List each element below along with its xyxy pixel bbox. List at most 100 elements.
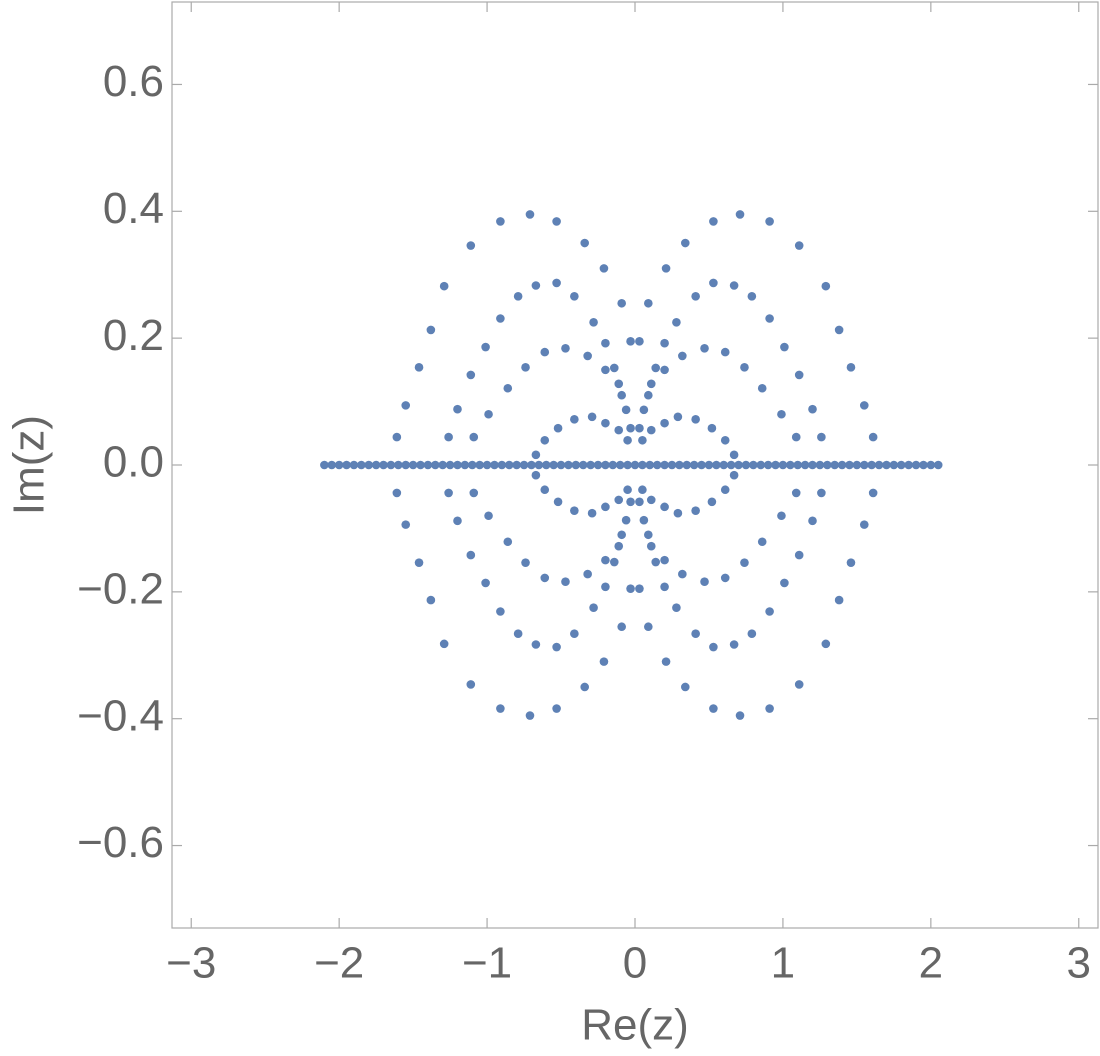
point (439, 639, 449, 649)
point (719, 460, 729, 470)
point (414, 363, 424, 372)
point (646, 425, 656, 435)
point (394, 460, 403, 470)
point (401, 401, 411, 410)
point (726, 460, 736, 470)
point (623, 485, 632, 495)
point (815, 460, 825, 470)
point (697, 460, 706, 470)
y-tick-label: 0.2 (103, 311, 164, 360)
point (540, 485, 550, 495)
point (490, 460, 499, 470)
point (504, 460, 514, 470)
point (540, 347, 550, 357)
point (626, 584, 635, 593)
point (531, 470, 541, 480)
point (780, 578, 789, 588)
point (466, 680, 476, 689)
point (791, 488, 801, 498)
point (484, 511, 493, 521)
point (933, 460, 943, 470)
y-tick-label: 0.6 (103, 57, 164, 106)
point (623, 435, 632, 445)
point (678, 569, 687, 579)
point (635, 423, 644, 433)
point (712, 460, 721, 470)
point (707, 497, 717, 507)
point (794, 680, 804, 689)
point (614, 379, 624, 389)
point (426, 595, 436, 605)
point (660, 460, 669, 470)
point (646, 379, 656, 389)
point (599, 657, 609, 666)
point (896, 460, 906, 470)
x-tick-label: 2 (919, 939, 943, 988)
point (617, 298, 626, 308)
point (672, 603, 681, 613)
point (401, 520, 411, 529)
point (626, 497, 635, 507)
y-tick-label: −0.4 (77, 691, 164, 740)
point (469, 432, 479, 442)
point (552, 642, 561, 652)
point (889, 460, 899, 470)
point (401, 460, 411, 470)
point (660, 418, 669, 428)
point (680, 682, 690, 692)
point (646, 495, 656, 505)
point (379, 460, 388, 470)
point (808, 516, 817, 526)
point (794, 550, 804, 560)
point (609, 557, 619, 567)
point (834, 595, 844, 605)
point (531, 450, 541, 460)
point (439, 281, 449, 291)
point (757, 383, 767, 393)
point (765, 704, 774, 713)
x-tick-label: −1 (462, 939, 512, 988)
point (830, 460, 839, 470)
point (496, 607, 505, 616)
point (570, 291, 579, 301)
point (392, 488, 402, 498)
point (617, 390, 626, 400)
point (623, 460, 632, 470)
point (926, 460, 936, 470)
point (741, 460, 751, 470)
point (587, 412, 597, 422)
point (438, 460, 447, 470)
point (700, 577, 709, 587)
point (673, 508, 683, 518)
point (614, 495, 624, 505)
point (626, 423, 635, 433)
point (867, 460, 876, 470)
point (644, 530, 653, 540)
point (904, 460, 913, 470)
point (601, 502, 610, 512)
point (651, 363, 661, 373)
point (720, 435, 730, 445)
point (371, 460, 381, 470)
point (868, 488, 878, 498)
point (709, 217, 718, 226)
point (646, 541, 656, 551)
point (734, 460, 743, 470)
point (614, 541, 624, 551)
point (882, 460, 891, 470)
point (667, 460, 677, 470)
point (334, 460, 344, 470)
point (800, 460, 810, 470)
point (621, 405, 631, 415)
point (426, 325, 436, 335)
point (639, 405, 649, 415)
point (700, 343, 709, 353)
point (859, 401, 869, 410)
point (757, 537, 767, 547)
point (660, 338, 669, 348)
point (729, 640, 739, 649)
point (534, 460, 544, 470)
point (453, 460, 462, 470)
point (552, 278, 561, 288)
point (444, 432, 453, 442)
